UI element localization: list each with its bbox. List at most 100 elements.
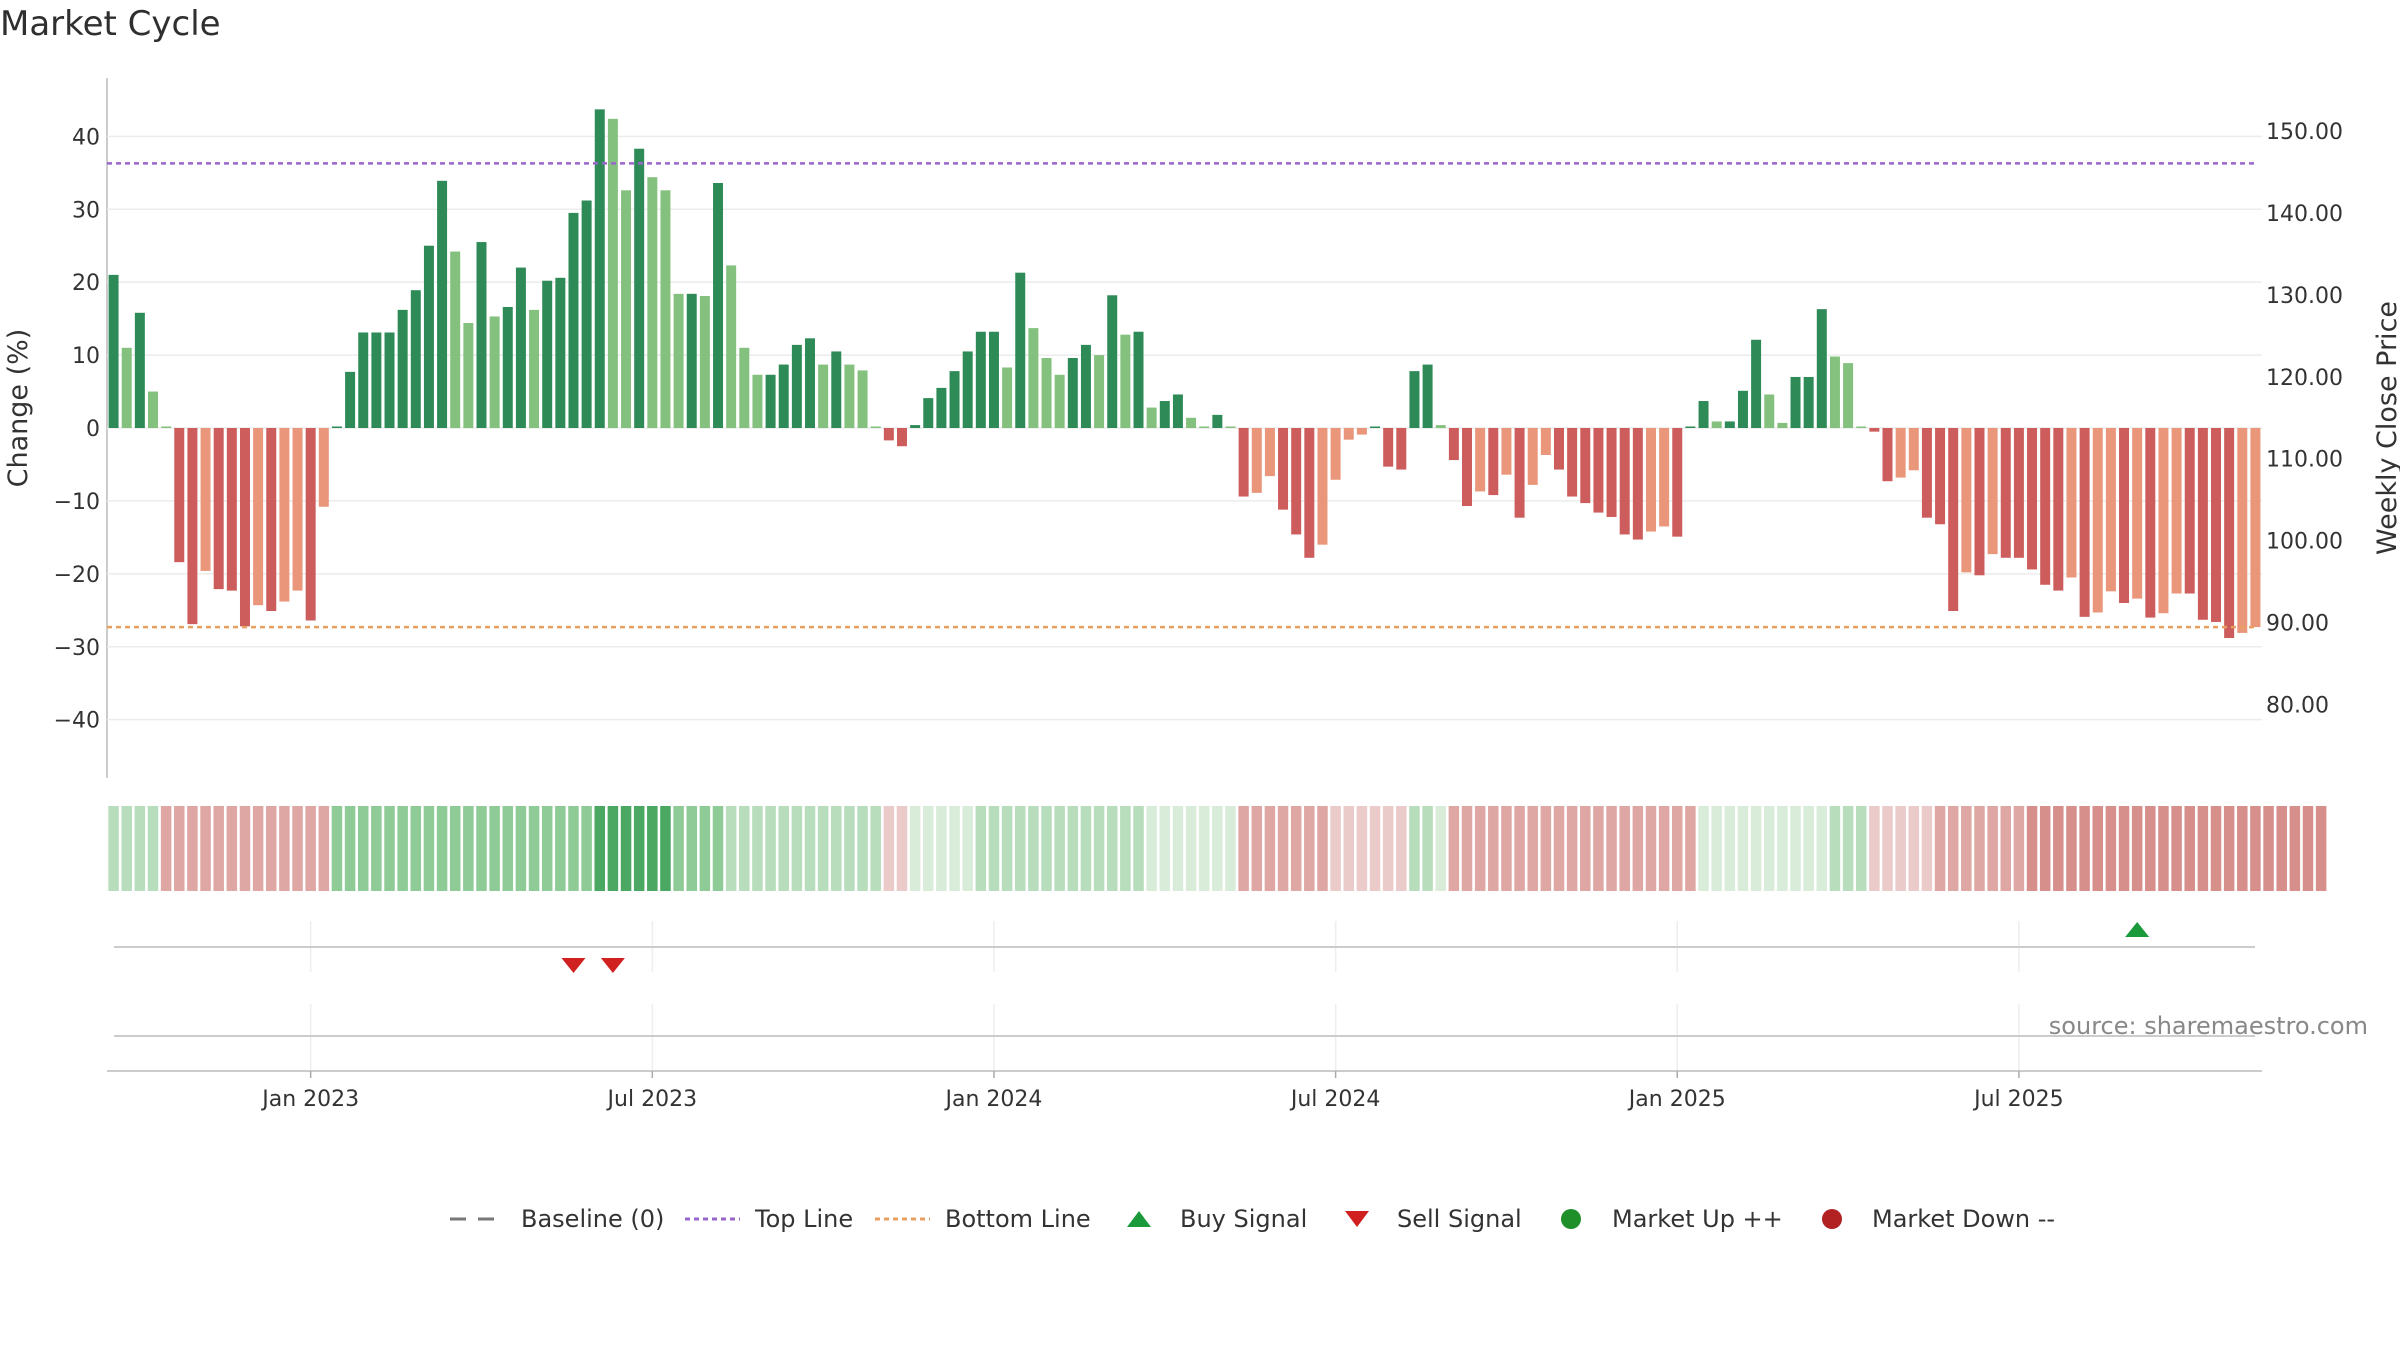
band-cell [463,806,474,891]
bar [1921,428,1932,518]
band-cell [765,806,776,891]
band-cell [1711,806,1722,891]
bar [594,109,605,429]
band-cell [962,806,973,891]
band-cell [857,806,868,891]
band-cell [699,806,711,891]
bar [607,118,618,428]
chart-title: Market Cycle [0,4,221,44]
band-cell [1777,806,1788,891]
legend-buy-icon [1127,1211,1151,1227]
right-axis-ticks: 150.00 140.00 130.00 120.00 110.00 100.00 90.0… [2266,120,2343,718]
band-cell [1041,806,1052,891]
band-cell [541,806,553,891]
band-cell [1645,806,1657,891]
band-cell [607,806,619,891]
bar [174,428,185,563]
signal-panel [114,921,2255,1070]
band-cell [502,806,514,891]
bar [1120,334,1131,428]
band-cell [1685,806,1696,891]
bar [1028,328,1039,428]
band-cell [739,806,750,891]
bar [2053,428,2064,591]
legend-market-down-label: Market Down -- [1872,1205,2055,1233]
bar [2184,428,2195,594]
bar [1435,425,1446,428]
band-cell [1093,806,1105,891]
bar [213,428,224,590]
bar [1711,421,1722,428]
band-cell [1343,806,1355,891]
band-cell [1921,806,1933,891]
band-cell [292,806,303,891]
bar [1146,407,1157,428]
bar [2079,428,2090,617]
bar [647,177,658,428]
bar [1370,426,1381,428]
band-cell [791,806,803,891]
bar [831,351,842,428]
band-cell [344,806,356,891]
band-cell [1974,806,1985,891]
bar [1343,428,1354,440]
bar [1199,426,1210,428]
bar [1501,428,1512,475]
band-cell [1461,806,1473,891]
bar [1987,428,1998,555]
band-cell [384,806,395,891]
band-cell [1396,806,1407,891]
bar [686,293,697,428]
bar [1527,428,1538,485]
bar [1672,428,1683,537]
bar [331,426,342,428]
bar [410,290,421,428]
bar [1317,428,1328,545]
band-cell [305,806,316,891]
right-tick-label: 140.00 [2266,202,2343,227]
bar [266,428,277,612]
x-tick-label: Jan 2025 [1627,1087,1726,1112]
bar [253,428,264,606]
band-cell [2289,806,2301,891]
bar [345,371,356,428]
bar [1186,417,1197,428]
bar [147,391,158,428]
bar [1514,428,1525,518]
band-cell [357,806,369,891]
band-cell [239,806,251,891]
bar [2105,428,2116,592]
legend-market-down-icon [1822,1209,1842,1229]
band-cell [1842,806,1854,891]
x-tick-label: Jan 2024 [944,1087,1043,1112]
band-cell [200,806,211,891]
bar [2250,428,2261,628]
left-tick-label: 20 [72,271,100,296]
bar [1488,428,1499,496]
grid-lines [106,78,2262,778]
band-cell [397,806,408,891]
bar [883,428,894,441]
band-cell [2000,806,2012,891]
bar [1685,426,1696,428]
band-cell [147,806,159,891]
band-cell [1264,806,1276,891]
bar [2224,428,2235,638]
bar [1225,426,1236,428]
band-cell [1527,806,1538,891]
bar [1856,426,1867,428]
bar [752,374,763,428]
bar [1304,428,1315,558]
band-cell [555,806,566,891]
bar [515,267,526,428]
bar [292,428,303,591]
band-cell [923,806,934,891]
bar [239,428,250,627]
band-cell [1908,806,1920,891]
x-axis: Jan 2023 Jul 2023 Jan 2024 Jul 2024 Jan 2025… [107,1070,2262,1112]
band-cell [1658,806,1670,891]
legend: Baseline (0) Top Line Bottom Line Buy Signa… [450,1205,2055,1233]
band-cell [1277,806,1289,891]
bar [1054,374,1065,428]
bar [1475,428,1486,492]
